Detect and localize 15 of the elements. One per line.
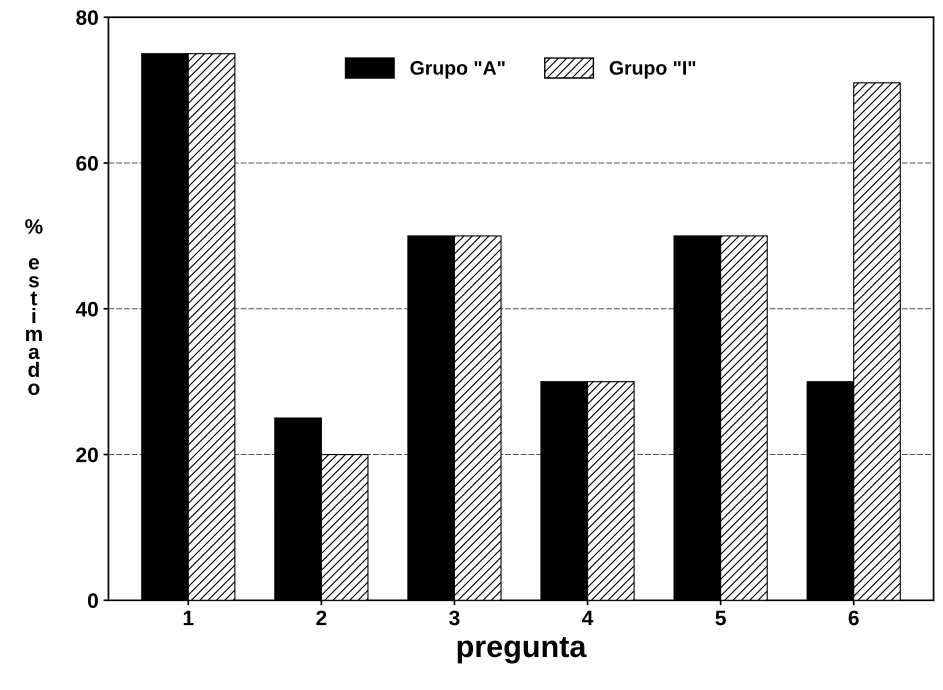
text: % estimado [25,219,43,395]
y-tick-label: 20 [76,448,98,462]
legend-label: Grupo "A" [410,61,505,79]
x-tick-label: 2 [316,610,326,626]
y-tick-label: 60 [76,156,98,171]
y-tick-label: 40 [76,302,98,317]
x-tick-label: 4 [582,610,594,626]
x-tick-label: 3 [449,610,460,626]
x-tick-label: 1 [184,610,194,626]
x-axis-title: pregunta [458,637,587,664]
y-tick-label: 80 [76,10,98,26]
x-tick-label: 6 [848,610,859,626]
legend-label: Grupo "I" [610,61,696,79]
x-tick-label: 5 [715,610,726,626]
y-tick-label: 0 [88,593,98,608]
